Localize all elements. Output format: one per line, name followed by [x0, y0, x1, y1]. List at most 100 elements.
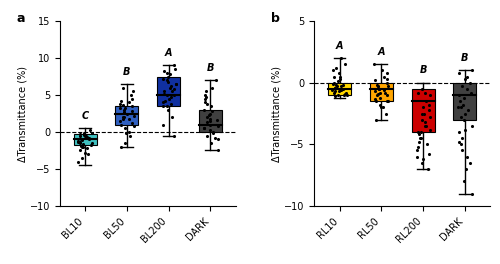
Point: [205, 113, 213, 117]
Point: [128, 104, 136, 108]
Point: [116, 106, 124, 110]
Point: [456, 99, 464, 103]
Point: [200, 97, 208, 101]
Point: [122, 141, 130, 145]
Point: [422, 99, 430, 103]
Text: a: a: [16, 12, 24, 25]
Point: [376, 95, 384, 100]
Point: [206, 111, 214, 116]
Point: [373, 83, 381, 87]
Point: [468, 68, 476, 73]
Point: [74, 140, 82, 144]
Point: [76, 132, 84, 136]
Point: [172, 82, 179, 86]
Point: [167, 95, 175, 99]
FancyBboxPatch shape: [412, 89, 434, 132]
Point: [340, 92, 348, 96]
Point: [79, 145, 87, 149]
Point: [414, 130, 422, 134]
Point: [82, 134, 90, 138]
Y-axis label: ΔTransmittance (%): ΔTransmittance (%): [272, 65, 281, 162]
Text: A: A: [165, 48, 172, 58]
Point: [463, 87, 471, 91]
Point: [122, 131, 130, 136]
Point: [170, 93, 178, 97]
Point: [76, 141, 84, 145]
Point: [424, 167, 432, 171]
Point: [454, 140, 462, 144]
Point: [158, 122, 166, 127]
Point: [330, 74, 338, 79]
Point: [202, 95, 210, 99]
Point: [340, 93, 348, 97]
Point: [118, 117, 126, 121]
Point: [213, 118, 221, 122]
Point: [337, 56, 345, 60]
Point: [336, 74, 344, 79]
Text: b: b: [270, 12, 280, 25]
Point: [420, 105, 428, 110]
Point: [418, 157, 426, 161]
Point: [76, 139, 84, 144]
Text: B: B: [461, 53, 468, 63]
Point: [416, 136, 424, 140]
Point: [374, 86, 382, 90]
Point: [331, 94, 339, 98]
Point: [337, 87, 345, 91]
Point: [172, 67, 179, 71]
Point: [380, 88, 388, 92]
Point: [457, 142, 465, 147]
FancyBboxPatch shape: [157, 77, 180, 106]
Point: [76, 134, 84, 138]
Point: [417, 130, 425, 134]
Point: [329, 68, 337, 73]
Point: [331, 86, 339, 90]
Point: [88, 131, 96, 136]
Point: [204, 115, 212, 119]
Point: [211, 136, 219, 140]
Point: [163, 78, 171, 82]
Point: [418, 87, 426, 91]
Point: [164, 80, 172, 84]
Point: [84, 137, 92, 142]
Point: [200, 108, 207, 112]
Point: [121, 106, 129, 110]
Point: [116, 99, 124, 103]
Point: [80, 133, 88, 137]
Point: [129, 89, 137, 93]
Point: [162, 93, 170, 97]
Point: [331, 89, 339, 93]
Point: [214, 148, 222, 153]
Point: [423, 142, 431, 147]
Point: [166, 72, 173, 77]
Point: [159, 77, 167, 81]
Text: B: B: [420, 65, 427, 75]
Point: [206, 104, 214, 108]
Point: [82, 136, 90, 140]
Point: [122, 126, 130, 130]
Point: [378, 68, 386, 73]
Point: [374, 93, 382, 97]
Point: [338, 83, 346, 87]
Point: [200, 93, 208, 97]
Point: [421, 124, 429, 128]
Point: [202, 120, 210, 125]
Text: C: C: [82, 111, 88, 121]
FancyBboxPatch shape: [116, 106, 138, 125]
FancyBboxPatch shape: [370, 83, 393, 101]
Point: [202, 100, 209, 105]
Point: [168, 115, 176, 119]
Point: [86, 136, 94, 140]
Point: [86, 128, 94, 132]
Point: [341, 62, 349, 66]
Point: [455, 93, 463, 97]
Point: [130, 124, 138, 128]
Point: [203, 102, 211, 106]
Point: [455, 71, 463, 75]
Point: [170, 87, 178, 91]
Point: [202, 89, 210, 93]
Point: [160, 89, 168, 93]
Point: [379, 105, 387, 110]
Point: [381, 91, 389, 95]
Point: [82, 150, 90, 155]
